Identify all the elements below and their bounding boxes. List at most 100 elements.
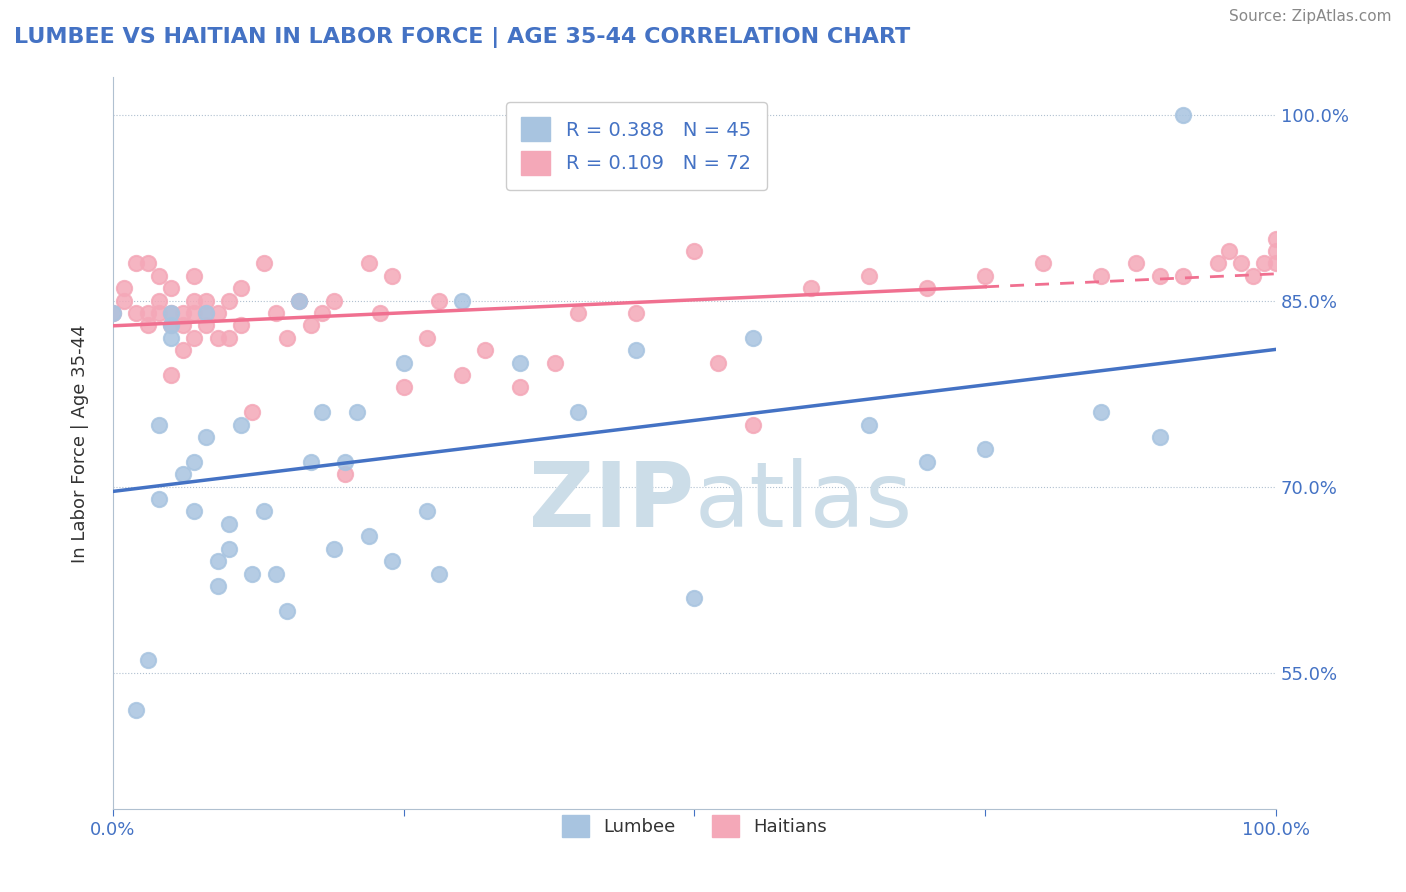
Point (1171, 268, 1194, 283)
Point (683, 244, 706, 258)
Text: Source: ZipAtlas.com: Source: ZipAtlas.com (1229, 9, 1392, 24)
Point (509, 356, 531, 370)
Point (194, 318, 217, 333)
Point (567, 306, 589, 320)
Point (218, 516, 240, 531)
Point (1253, 256, 1275, 270)
Point (229, 281, 252, 295)
Point (160, 281, 183, 295)
Point (172, 306, 194, 320)
Legend: Lumbee, Haitians: Lumbee, Haitians (554, 807, 834, 844)
Point (114, 293, 136, 308)
Point (229, 417, 252, 432)
Point (416, 331, 439, 345)
Point (136, 653, 159, 667)
Point (183, 455, 205, 469)
Point (148, 293, 170, 308)
Point (148, 268, 170, 283)
Point (370, 306, 392, 320)
Point (288, 293, 311, 308)
Point (136, 318, 159, 333)
Point (392, 380, 415, 394)
Point (357, 256, 380, 270)
Point (253, 504, 276, 518)
Point (741, 331, 763, 345)
Point (322, 541, 344, 556)
Point (183, 268, 205, 283)
Point (683, 591, 706, 606)
Point (1149, 430, 1171, 444)
Point (242, 405, 264, 419)
Point (567, 405, 589, 419)
Point (1206, 256, 1229, 270)
Point (160, 318, 183, 333)
Point (800, 281, 823, 295)
Point (207, 331, 229, 345)
Point (311, 306, 333, 320)
Point (1090, 405, 1112, 419)
Point (172, 343, 194, 358)
Point (160, 368, 183, 382)
Point (1265, 244, 1288, 258)
Point (915, 455, 938, 469)
Point (427, 293, 450, 308)
Point (392, 356, 415, 370)
Point (1149, 268, 1171, 283)
Point (450, 293, 472, 308)
Point (544, 356, 567, 370)
Point (264, 306, 287, 320)
Point (311, 405, 333, 419)
Point (218, 541, 240, 556)
Point (160, 318, 183, 333)
Point (1241, 268, 1264, 283)
Point (1032, 256, 1054, 270)
Text: atlas: atlas (695, 458, 912, 546)
Point (148, 306, 170, 320)
Point (1265, 256, 1288, 270)
Point (288, 293, 311, 308)
Point (183, 504, 205, 518)
Point (381, 268, 404, 283)
Point (741, 417, 763, 432)
Point (125, 703, 148, 717)
Point (160, 331, 183, 345)
Point (114, 281, 136, 295)
Point (207, 554, 229, 568)
Point (194, 293, 217, 308)
Point (335, 467, 357, 482)
Point (335, 455, 357, 469)
Point (706, 356, 728, 370)
Point (136, 306, 159, 320)
Point (974, 268, 997, 283)
Point (101, 306, 124, 320)
Point (242, 566, 264, 581)
Point (276, 604, 298, 618)
Point (148, 417, 170, 432)
Point (915, 281, 938, 295)
Point (858, 268, 880, 283)
Point (194, 430, 217, 444)
Point (148, 492, 170, 507)
Point (183, 331, 205, 345)
Y-axis label: In Labor Force | Age 35-44: In Labor Force | Age 35-44 (72, 324, 89, 563)
Point (183, 306, 205, 320)
Point (125, 306, 148, 320)
Point (626, 306, 648, 320)
Point (218, 331, 240, 345)
Point (218, 293, 240, 308)
Point (450, 368, 472, 382)
Point (299, 455, 322, 469)
Point (322, 293, 344, 308)
Point (194, 306, 217, 320)
Point (207, 306, 229, 320)
Point (172, 318, 194, 333)
Point (974, 442, 997, 457)
Text: ZIP: ZIP (529, 458, 695, 546)
Point (101, 306, 124, 320)
Point (858, 417, 880, 432)
Point (136, 256, 159, 270)
Point (194, 306, 217, 320)
Text: LUMBEE VS HAITIAN IN LABOR FORCE | AGE 35-44 CORRELATION CHART: LUMBEE VS HAITIAN IN LABOR FORCE | AGE 3… (14, 27, 910, 48)
Point (346, 405, 368, 419)
Point (160, 306, 183, 320)
